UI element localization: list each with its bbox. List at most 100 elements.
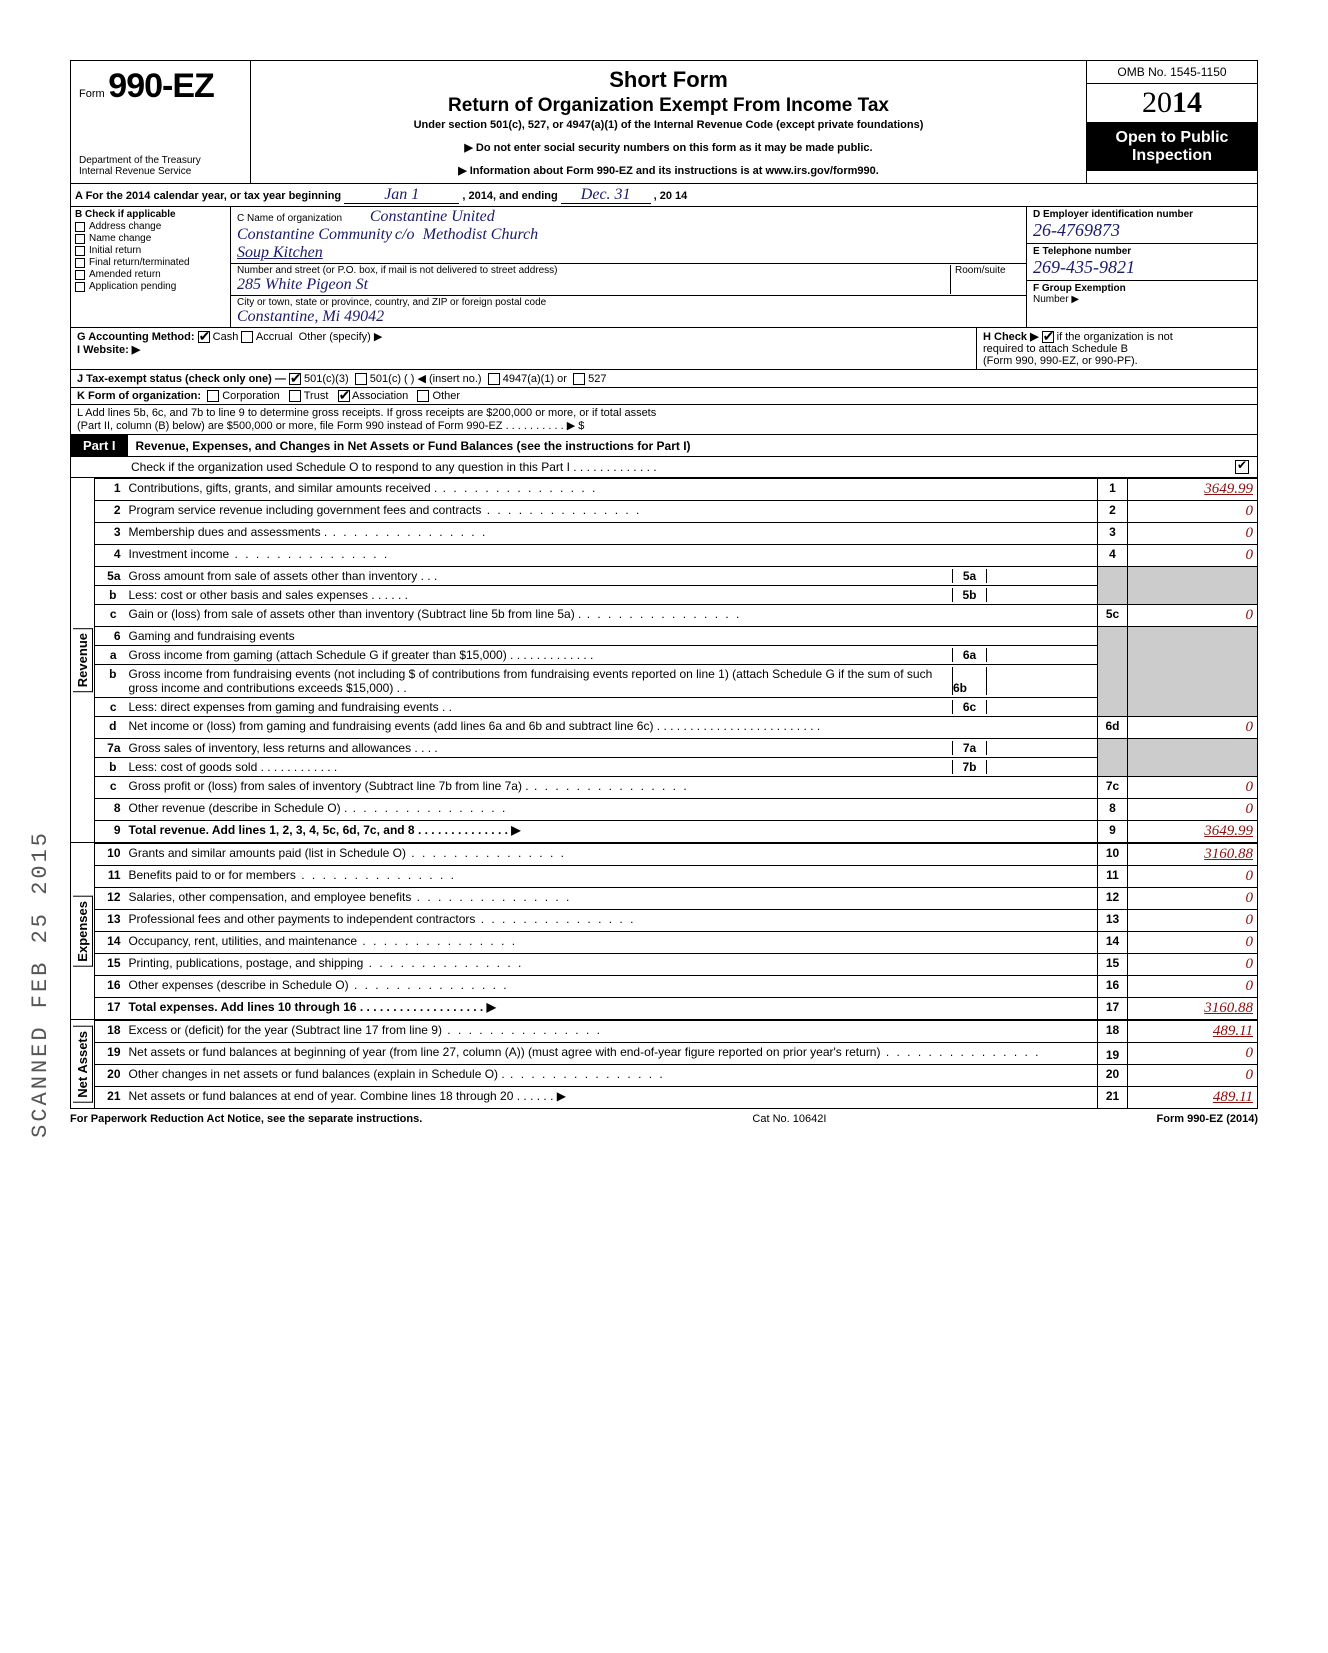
amt-no: 21 (1098, 1087, 1128, 1109)
inner-no: 6a (952, 648, 987, 662)
line-no: 14 (95, 932, 125, 954)
chk-final: Final return/terminated (89, 257, 190, 268)
c-care: c/o (395, 226, 415, 243)
amt-no: 6d (1098, 717, 1128, 739)
chk-name: Name change (89, 233, 151, 244)
line-no: 19 (95, 1043, 125, 1065)
subtitle-3: ▶ Information about Form 990-EZ and its … (261, 164, 1076, 177)
amt-no: 13 (1098, 910, 1128, 932)
e-phone: 269-435-9821 (1033, 257, 1135, 277)
checkbox-icon[interactable] (75, 282, 85, 292)
revenue-table: 1Contributions, gifts, grants, and simil… (94, 478, 1258, 843)
line-desc: Professional fees and other payments to … (129, 912, 476, 926)
inner-no: 6c (952, 700, 987, 714)
g-label: G Accounting Method: (77, 331, 195, 343)
checkbox-icon[interactable] (75, 246, 85, 256)
line-desc: Gain or (loss) from sale of assets other… (129, 607, 582, 621)
line-no: 12 (95, 888, 125, 910)
subtitle-1: Under section 501(c), 527, or 4947(a)(1)… (261, 119, 1076, 131)
dept-treasury: Department of the Treasury (79, 155, 242, 166)
amt-val: 0 (1246, 868, 1254, 884)
k-assoc: Association (352, 390, 408, 402)
amt-no: 18 (1098, 1021, 1128, 1043)
inner-no: 5a (952, 569, 987, 583)
amt-val: 3649.99 (1204, 823, 1253, 839)
return-title: Return of Organization Exempt From Incom… (261, 95, 1076, 117)
block-bcdef: B Check if applicable Address change Nam… (70, 207, 1258, 328)
checkbox-icon[interactable] (75, 234, 85, 244)
amt-val: 0 (1246, 934, 1254, 950)
amt-val: 489.11 (1213, 1089, 1253, 1105)
col-de: D Employer identification number 26-4769… (1027, 207, 1257, 327)
year-bold: 14 (1172, 86, 1202, 119)
checkbox-h[interactable] (1042, 331, 1054, 343)
h-txt3: required to attach Schedule B (983, 343, 1128, 355)
checkbox-assoc[interactable] (338, 390, 350, 402)
amt-no: 16 (1098, 976, 1128, 998)
year-prefix: 20 (1142, 86, 1172, 119)
j-527: 527 (588, 373, 606, 385)
checkbox-schedule-o[interactable] (1235, 460, 1249, 474)
checkbox-501c[interactable] (355, 373, 367, 385)
amt-val: 3160.88 (1204, 846, 1253, 862)
k-other: Other (433, 390, 461, 402)
amt-val: 3160.88 (1204, 1000, 1253, 1016)
line-no: 3 (95, 523, 125, 545)
amt-val: 3649.99 (1204, 481, 1253, 497)
checkbox-icon[interactable] (75, 258, 85, 268)
checkbox-cash[interactable] (198, 331, 210, 343)
checkbox-accrual[interactable] (241, 331, 253, 343)
checkbox-other[interactable] (417, 390, 429, 402)
checkbox-527[interactable] (573, 373, 585, 385)
line-no: 21 (95, 1087, 125, 1109)
amt-no: 3 (1098, 523, 1128, 545)
amt-val: 0 (1246, 956, 1254, 972)
col-b-header: B Check if applicable (75, 209, 176, 220)
row-l: L Add lines 5b, 6c, and 7b to line 9 to … (70, 405, 1258, 435)
row-a-year: , 20 14 (654, 190, 688, 202)
amt-no: 9 (1098, 821, 1128, 843)
line-no: d (95, 717, 125, 739)
g-other: Other (specify) ▶ (299, 331, 383, 343)
amt-no: 7c (1098, 777, 1128, 799)
checkbox-icon[interactable] (75, 222, 85, 232)
amt-no: 1 (1098, 479, 1128, 501)
amt-val: 0 (1246, 779, 1254, 795)
side-revenue: Revenue (73, 628, 93, 692)
amt-val: 0 (1246, 525, 1254, 541)
f-label: F Group Exemption (1033, 283, 1126, 294)
amt-no: 8 (1098, 799, 1128, 821)
c-name-hw4: Methodist Church (423, 226, 538, 243)
amt-no: 19 (1098, 1043, 1128, 1065)
amt-val: 0 (1246, 607, 1254, 623)
open-public-1: Open to Public (1091, 129, 1253, 147)
chk-pending: Application pending (89, 281, 176, 292)
c-name-hw3: Constantine United (370, 208, 495, 225)
line-desc: Other changes in net assets or fund bala… (129, 1067, 505, 1081)
open-public-2: Inspection (1091, 147, 1253, 165)
chk-initial: Initial return (89, 245, 141, 256)
netassets-table: 18Excess or (deficit) for the year (Subt… (94, 1020, 1258, 1109)
amt-val: 0 (1246, 719, 1254, 735)
line-no: 7a (95, 739, 125, 758)
inner-no: 5b (952, 588, 987, 602)
scanned-stamp: SCANNED FEB 25 2015 (28, 830, 53, 1138)
footer-left: For Paperwork Reduction Act Notice, see … (70, 1113, 422, 1125)
checkbox-501c3[interactable] (289, 373, 301, 385)
line-desc: Total revenue. Add lines 1, 2, 3, 4, 5c,… (129, 823, 521, 837)
checkbox-4947[interactable] (488, 373, 500, 385)
form-header: Form 990-EZ Department of the Treasury I… (70, 60, 1258, 184)
amt-no: 20 (1098, 1065, 1128, 1087)
footer-mid: Cat No. 10642I (752, 1113, 826, 1125)
c-name-hw2: Soup Kitchen (237, 244, 323, 261)
line-no: b (95, 665, 125, 698)
checkbox-icon[interactable] (75, 270, 85, 280)
line-desc: Gaming and fundraising events (125, 627, 1098, 646)
col-c: C Name of organization Constantine Unite… (231, 207, 1027, 327)
checkbox-corp[interactable] (207, 390, 219, 402)
g-accrual: Accrual (256, 331, 293, 343)
amt-val: 0 (1246, 801, 1254, 817)
c-addr-hw: 285 White Pigeon St (237, 276, 368, 293)
checkbox-trust[interactable] (289, 390, 301, 402)
footer: For Paperwork Reduction Act Notice, see … (70, 1113, 1258, 1125)
